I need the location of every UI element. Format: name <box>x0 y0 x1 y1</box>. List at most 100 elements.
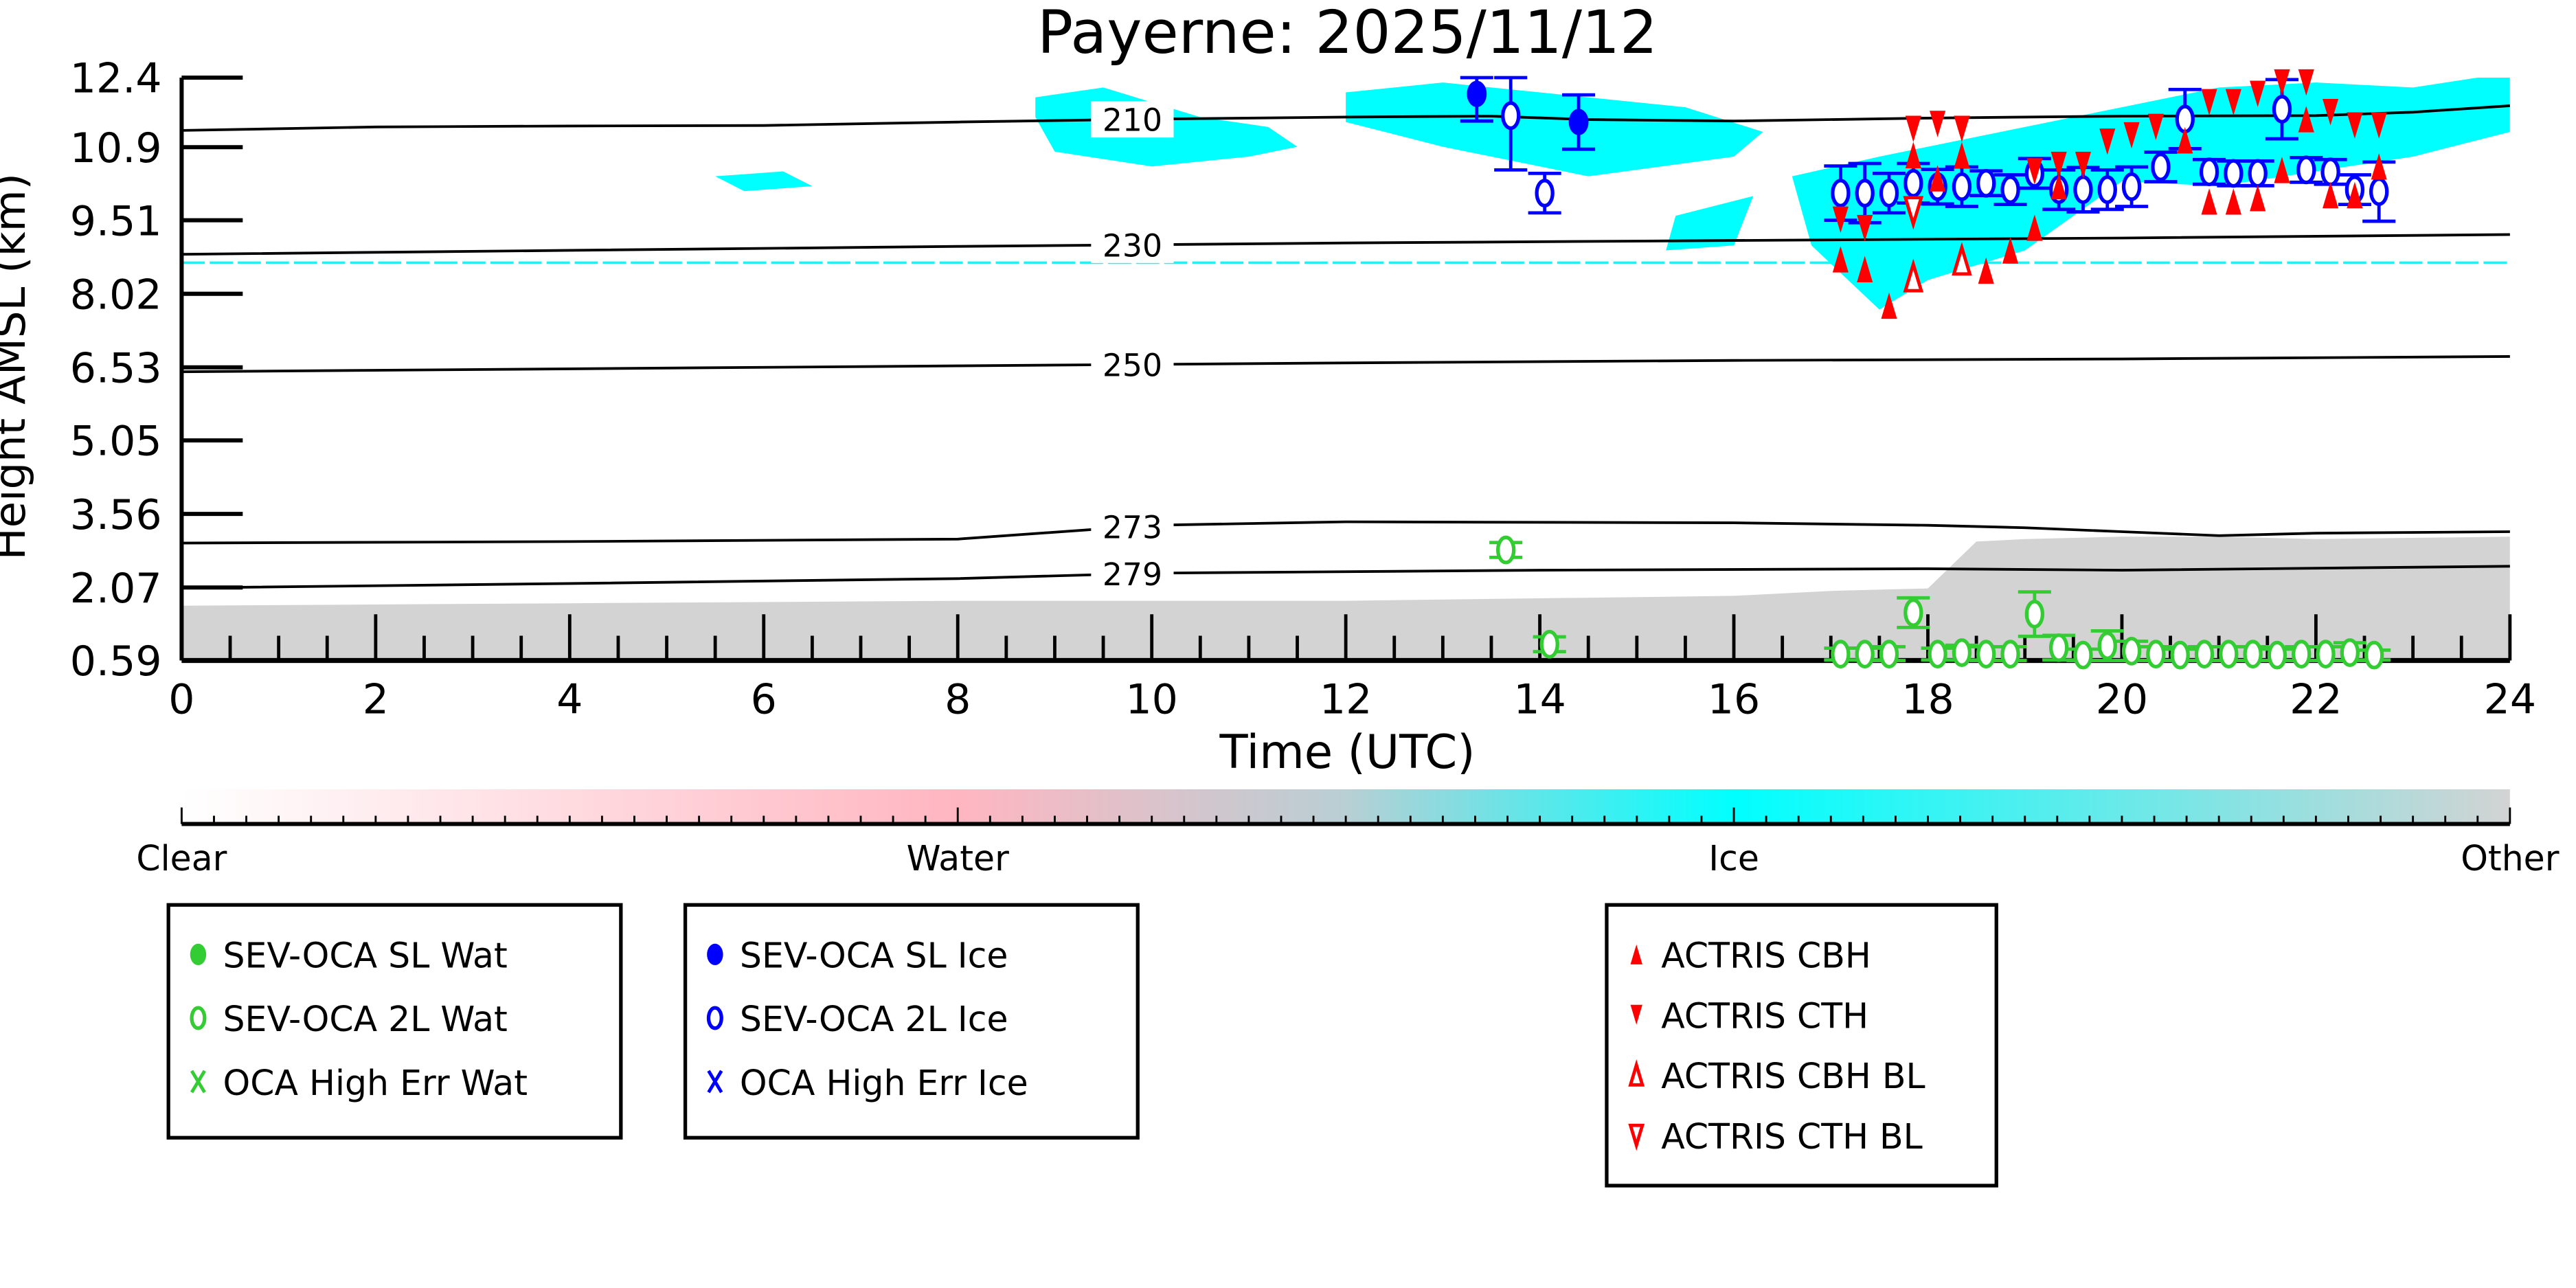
marker-open-circle <box>2151 152 2171 181</box>
y-tick-label: 10.9 <box>70 124 162 172</box>
marker-triangle-down <box>2075 151 2091 179</box>
contour-line-250 <box>181 355 2510 374</box>
marker-open-circle <box>1855 640 1875 669</box>
marker-triangle-down <box>1954 115 1970 142</box>
marker-triangle-down <box>2371 112 2387 139</box>
marker-filled-circle <box>190 943 207 966</box>
marker-triangle-up <box>2026 214 2043 241</box>
y-tick-label: 2.07 <box>70 565 162 613</box>
marker-open-circle <box>190 1006 207 1030</box>
marker-triangle-up <box>1628 1059 1645 1087</box>
legend-label: ACTRIS CTH BL <box>1661 1116 1923 1157</box>
legend-label: SEV-OCA SL Ice <box>740 936 1008 976</box>
marker-triangle-down <box>2250 80 2266 107</box>
marker-triangle-up <box>2225 188 2241 215</box>
marker-triangle-down <box>1628 1123 1645 1151</box>
x-tick-label: 12 <box>1320 675 1372 723</box>
marker-filled-circle <box>707 943 723 966</box>
temperature-contours: 210 230 250 273 279 <box>181 101 2510 593</box>
legend-frame <box>683 903 1140 1140</box>
marker-open-circle <box>1903 168 1923 198</box>
marker-triangle-down <box>2123 122 2140 149</box>
marker-triangle-up <box>1978 257 1994 284</box>
marker-open-circle <box>2272 95 2292 124</box>
x-axis-label: Time (UTC) <box>1219 725 1476 779</box>
marker-open-circle <box>2170 640 2190 670</box>
marker-triangle-up <box>2250 185 2266 212</box>
colorbar-label-ice: Ice <box>1708 838 1759 879</box>
y-tick-label: 9.51 <box>70 197 162 245</box>
series-sev-oca-2l-wat <box>1489 535 2391 670</box>
contour-label: 230 <box>1103 227 1162 264</box>
contour-label: 273 <box>1103 510 1162 546</box>
marker-triangle-up <box>2323 181 2339 209</box>
marker-open-circle <box>1928 640 1947 669</box>
x-tick-label: 20 <box>2096 675 2148 723</box>
marker-open-circle <box>2121 172 2142 201</box>
x-tick-label: 8 <box>945 675 971 723</box>
marker-triangle-down <box>1630 1004 1642 1025</box>
x-tick-label: 24 <box>2484 675 2536 723</box>
legend-frame <box>166 903 623 1140</box>
y-tick-label: 12.4 <box>70 55 162 103</box>
marker-open-circle <box>2097 631 2117 660</box>
marker-open-circle <box>2320 157 2340 187</box>
marker-open-circle <box>1539 629 1559 659</box>
legend-label: ACTRIS CTH <box>1661 995 1868 1036</box>
marker-open-circle <box>2000 640 2020 669</box>
legend-frame <box>1605 903 1998 1188</box>
marker-open-circle <box>2224 159 2244 188</box>
contour-line-230 <box>181 233 2510 256</box>
marker-filled-circle <box>1467 80 1487 107</box>
marker-triangle-up <box>1905 142 1921 169</box>
marker-open-circle <box>1495 535 1516 565</box>
colorbar: Clear Water Ice Other <box>136 789 2560 879</box>
colorbar-label-clear: Clear <box>136 838 227 879</box>
series-actris-cth <box>1832 69 2387 242</box>
marker-open-circle <box>2024 600 2045 629</box>
marker-open-circle <box>1903 598 1923 627</box>
contour-line-279 <box>181 565 2510 589</box>
contour-line-210 <box>181 104 2510 132</box>
x-tick-label: 18 <box>1901 675 1954 723</box>
contour-label: 279 <box>1103 556 1162 593</box>
marker-triangle-up <box>2371 153 2387 180</box>
colorbar-label-water: Water <box>907 838 1009 879</box>
marker-triangle-up <box>2002 237 2019 264</box>
legend-box-3: ACTRIS CBH ACTRIS CTH ACTRIS CBH BL ACTRIS … <box>1605 903 1998 1188</box>
contour-label-bg <box>1091 101 1174 138</box>
marker-open-circle <box>1831 640 1851 669</box>
marker-open-circle <box>2048 633 2069 662</box>
marker-open-circle <box>2296 155 2316 185</box>
marker-open-circle <box>1976 168 1996 198</box>
marker-triangle-up <box>1881 292 1897 319</box>
marker-open-circle <box>1535 179 1555 208</box>
x-tick-label: 14 <box>1513 675 1566 723</box>
contour-line-273 <box>181 520 2510 545</box>
marker-open-circle <box>2248 159 2268 188</box>
marker-open-circle <box>2000 175 2020 204</box>
marker-triangle-down <box>1857 214 1873 242</box>
legend-label: ACTRIS CBH <box>1661 936 1871 976</box>
x-tick-label: 22 <box>2290 675 2342 723</box>
marker-triangle-up <box>1930 165 1946 192</box>
marker-triangle-up <box>2347 181 2363 209</box>
marker-triangle-down <box>1905 115 1921 142</box>
marker-open-circle <box>2267 640 2287 670</box>
marker-open-circle <box>2369 177 2389 206</box>
marker-triangle-down <box>2099 128 2116 155</box>
y-tick-label: 5.05 <box>70 418 162 466</box>
marker-triangle-up <box>1630 945 1642 964</box>
marker-triangle-up <box>2274 157 2290 183</box>
marker-triangle-down <box>2147 113 2164 141</box>
marker-open-circle <box>2364 640 2384 670</box>
legend-label: SEV-OCA 2L Wat <box>223 999 508 1039</box>
marker-triangle-down <box>2026 158 2043 185</box>
marker-filled-circle <box>1568 109 1589 135</box>
marker-triangle-down <box>2347 112 2363 139</box>
legend-label: ACTRIS CBH BL <box>1661 1056 1925 1096</box>
y-axis-label: Height AMSL (km) <box>0 173 35 560</box>
x-tick-label: 6 <box>751 675 777 723</box>
